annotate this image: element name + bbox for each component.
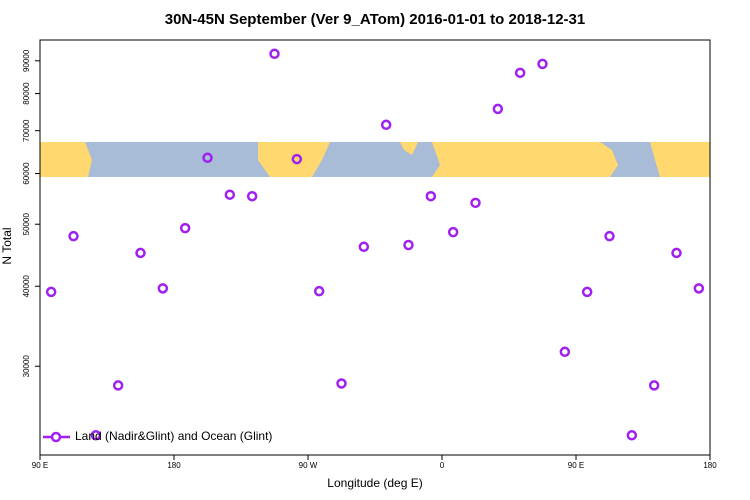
point	[514, 67, 526, 79]
point	[425, 190, 437, 202]
point	[45, 286, 57, 298]
point	[291, 153, 303, 165]
point	[179, 222, 191, 234]
point	[68, 230, 79, 242]
point	[470, 197, 481, 209]
point	[336, 378, 347, 389]
land	[40, 142, 92, 177]
x-axis-label: Longitude (deg E)	[327, 476, 422, 490]
point	[447, 226, 459, 238]
point	[604, 230, 615, 242]
map-strip	[40, 142, 710, 177]
point	[269, 48, 280, 60]
x-tick-label: 90 E	[32, 461, 48, 470]
x-tick-label: 180	[703, 461, 717, 470]
y-axis-label: N Total	[0, 227, 14, 264]
x-tick-label: 90 E	[568, 461, 584, 470]
y-tick-label: 70000	[22, 119, 31, 142]
point	[202, 152, 213, 164]
land	[650, 142, 710, 177]
y-tick-label: 60000	[22, 162, 31, 185]
point	[246, 190, 258, 202]
y-tick-label: 80000	[22, 82, 31, 105]
point	[90, 430, 102, 441]
y-tick-label: 50000	[22, 213, 31, 236]
land	[432, 142, 618, 177]
point	[648, 380, 660, 391]
point	[626, 430, 638, 441]
point	[693, 283, 705, 294]
point	[358, 241, 370, 253]
land	[400, 142, 418, 155]
y-tick-label: 40000	[22, 275, 31, 298]
point	[157, 283, 169, 294]
x-tick-label: 0	[440, 461, 445, 470]
point	[403, 239, 414, 251]
point	[671, 247, 682, 259]
point	[112, 380, 124, 391]
point	[380, 119, 392, 131]
point	[537, 58, 548, 70]
point	[492, 103, 504, 115]
x-tick-label: 180	[167, 461, 181, 470]
point	[313, 285, 325, 297]
x-tick-label: 90 W	[299, 461, 318, 470]
point	[559, 346, 571, 358]
chart-title: 30N-45N September (Ver 9_ATom) 2016-01-0…	[165, 11, 585, 28]
legend-label: Land (Nadir&Glint) and Ocean (Glint)	[75, 429, 272, 443]
plot-frame	[39, 39, 711, 456]
point	[581, 286, 593, 298]
y-tick-label: 30000	[22, 355, 31, 378]
y-tick-label: 90000	[22, 49, 31, 72]
legend-marker	[50, 431, 62, 443]
point	[224, 189, 236, 200]
point	[135, 247, 146, 259]
